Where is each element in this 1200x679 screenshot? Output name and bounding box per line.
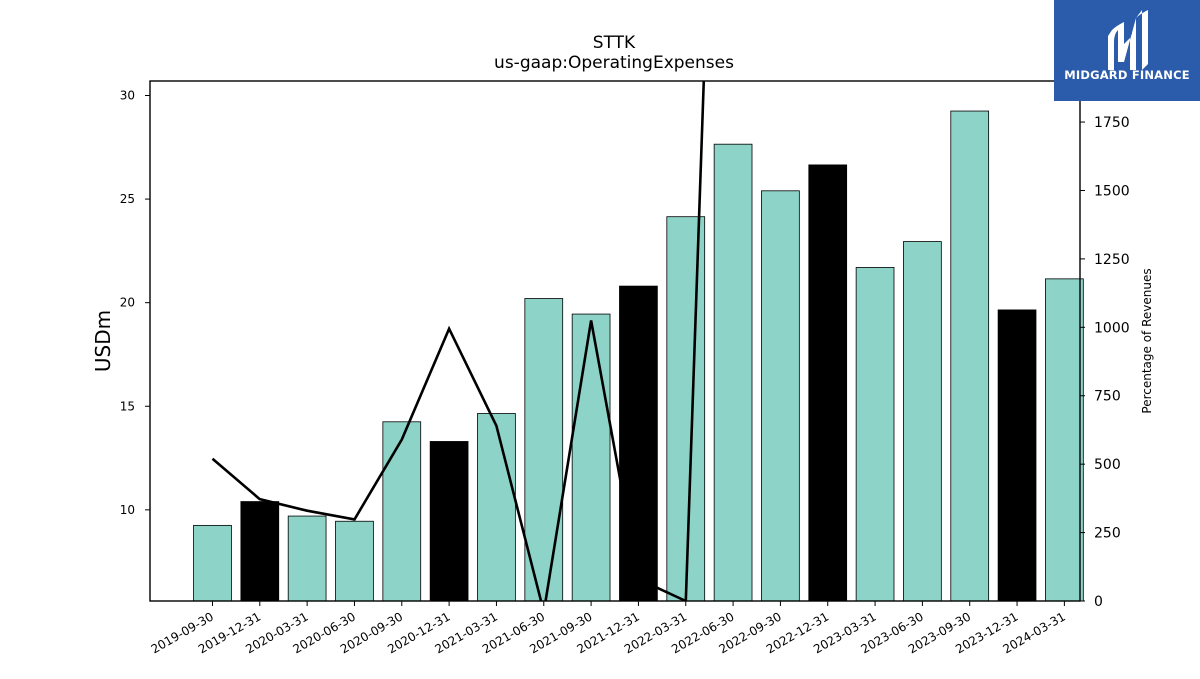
bar [713,143,753,602]
bar [1045,278,1084,602]
plot-frame [149,80,1081,602]
chart-subtitle: us-gaap:OperatingExpenses [494,53,734,73]
y-tick-label: 30 [120,89,135,103]
y-tick-label: 25 [120,192,135,206]
bar [808,164,848,602]
bar [193,524,232,602]
bar [240,501,280,602]
y2-axis-label: Percentage of Revenues [1140,268,1154,413]
bar [903,241,942,602]
logo-text: MIDGARD FINANCE [1064,68,1190,82]
chart-title: STTK [593,33,636,53]
bar [287,515,327,602]
y2-tick-label: 500 [1094,457,1121,473]
bar [335,520,374,602]
y2-tick-label: 1250 [1094,252,1130,268]
bar [571,313,611,602]
logo-icon [1108,10,1148,70]
bar [855,267,895,602]
brand-logo: MIDGARD FINANCE [1054,0,1200,101]
y-tick-label: 20 [120,296,135,310]
y2-tick-label: 250 [1094,526,1121,542]
bar [997,309,1037,602]
y2-tick-label: 750 [1094,389,1121,405]
y-axis-label: USDm [91,310,115,372]
y-tick-label: 10 [120,503,135,517]
y2-tick-label: 1750 [1094,115,1130,131]
bar [477,413,516,602]
bar [382,421,422,602]
bar [761,190,800,602]
y-tick-label: 15 [120,399,135,413]
bar [950,110,990,602]
line-series [211,81,706,601]
y2-tick-label: 1000 [1094,320,1130,336]
y2-tick-label: 0 [1094,594,1103,610]
bar [524,298,564,602]
bar [619,285,658,602]
bar [666,216,706,602]
bar [429,441,469,602]
y2-tick-label: 1500 [1094,183,1130,199]
